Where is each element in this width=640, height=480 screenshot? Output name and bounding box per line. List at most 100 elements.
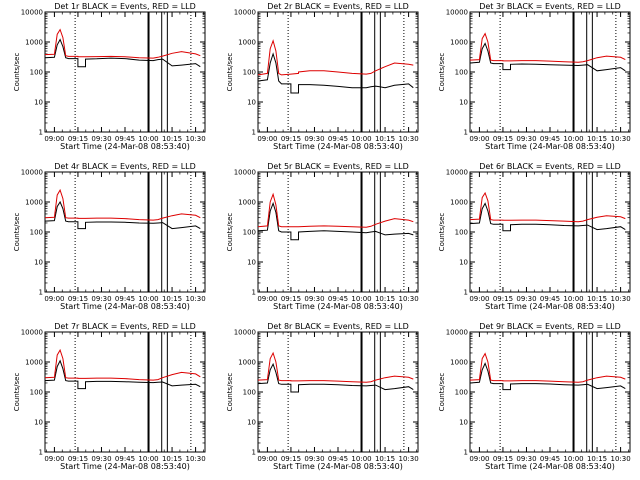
- y-tick-label: 1000: [450, 39, 468, 47]
- chart-title: Det 3r BLACK = Events, RED = LLD: [479, 2, 621, 11]
- y-tick-label: 10000: [446, 9, 468, 17]
- chart-title: Det 9r BLACK = Events, RED = LLD: [479, 322, 621, 331]
- events-series-line: [470, 362, 626, 391]
- chart-panel: Det 6r BLACK = Events, RED = LLD 1 10 100 10…: [438, 162, 631, 311]
- plot-frame: [44, 331, 206, 453]
- y-tick-label: 100: [455, 69, 468, 77]
- y-tick-label: 1: [39, 289, 43, 297]
- y-axis-label: Counts/sec: [438, 213, 446, 252]
- x-tick-label: 09:30: [516, 455, 536, 463]
- chart-title: Det 7r BLACK = Events, RED = LLD: [54, 322, 196, 331]
- y-axis-label: Counts/sec: [438, 53, 446, 92]
- x-tick-label: 09:45: [540, 295, 560, 303]
- chart-title: Det 6r BLACK = Events, RED = LLD: [479, 162, 621, 171]
- y-tick-label: 1: [252, 289, 256, 297]
- events-series-line: [45, 200, 201, 230]
- x-tick-label: 10:00: [138, 455, 158, 463]
- y-axis-label: Counts/sec: [13, 53, 21, 92]
- chart-title: Det 4r BLACK = Events, RED = LLD: [54, 162, 196, 171]
- lld-series-line: [258, 351, 414, 383]
- y-tick-label: 10: [34, 419, 43, 427]
- y-tick-label: 1: [252, 449, 256, 457]
- x-tick-label: 10:30: [185, 295, 205, 303]
- x-tick-label: 10:15: [162, 135, 182, 143]
- x-tick-label: 10:30: [398, 135, 418, 143]
- x-tick-label: 10:00: [351, 455, 371, 463]
- y-tick-label: 100: [243, 229, 256, 237]
- x-tick-label: 09:15: [68, 295, 88, 303]
- x-axis-label: Start Time (24-Mar-08 08:53:40): [60, 302, 190, 311]
- plot-frame: [44, 171, 206, 293]
- x-tick-label: 09:45: [115, 455, 135, 463]
- x-tick-label: 10:15: [587, 135, 607, 143]
- x-tick-label: 10:30: [185, 135, 205, 143]
- y-tick-label: 10000: [21, 329, 43, 337]
- x-tick-label: 10:30: [398, 455, 418, 463]
- y-tick-label: 1: [252, 129, 256, 137]
- lld-series-line: [470, 352, 626, 383]
- x-tick-label: 10:00: [138, 135, 158, 143]
- x-tick-label: 09:00: [469, 455, 489, 463]
- y-axis-label: Counts/sec: [13, 213, 21, 252]
- x-tick-label: 09:15: [493, 295, 513, 303]
- chart-panel: Det 9r BLACK = Events, RED = LLD 1 10 100 10…: [438, 322, 631, 471]
- x-tick-label: 09:30: [516, 135, 536, 143]
- lld-series-line: [45, 188, 201, 221]
- x-tick-label: 09:15: [68, 135, 88, 143]
- x-tick-label: 09:30: [91, 135, 111, 143]
- x-tick-label: 09:45: [328, 295, 348, 303]
- x-tick-label: 10:00: [138, 295, 158, 303]
- x-tick-label: 10:15: [587, 455, 607, 463]
- chart-panel: Det 7r BLACK = Events, RED = LLD 1 10 100 10…: [13, 322, 206, 471]
- x-tick-label: 10:15: [375, 135, 395, 143]
- x-tick-label: 10:15: [375, 295, 395, 303]
- chart-title: Det 2r BLACK = Events, RED = LLD: [267, 2, 409, 11]
- x-tick-label: 10:30: [398, 295, 418, 303]
- y-tick-label: 1: [464, 289, 468, 297]
- events-series-line: [258, 362, 414, 393]
- y-tick-label: 1000: [25, 199, 43, 207]
- x-tick-label: 09:45: [115, 135, 135, 143]
- y-tick-label: 10: [459, 99, 468, 107]
- y-tick-label: 10000: [446, 329, 468, 337]
- chart-title: Det 1r BLACK = Events, RED = LLD: [54, 2, 196, 11]
- x-tick-label: 09:15: [281, 135, 301, 143]
- x-axis-label: Start Time (24-Mar-08 08:53:40): [273, 462, 403, 471]
- lld-series-line: [45, 28, 201, 59]
- x-tick-label: 10:00: [563, 135, 583, 143]
- x-tick-label: 09:00: [469, 295, 489, 303]
- y-axis-label: Counts/sec: [226, 53, 234, 92]
- y-tick-label: 1000: [25, 39, 43, 47]
- x-tick-label: 09:15: [493, 455, 513, 463]
- y-axis-label: Counts/sec: [13, 373, 21, 412]
- y-tick-label: 1000: [450, 359, 468, 367]
- x-tick-label: 09:00: [44, 295, 64, 303]
- x-axis-label: Start Time (24-Mar-08 08:53:40): [485, 462, 615, 471]
- x-tick-label: 09:45: [115, 295, 135, 303]
- lld-series-line: [470, 32, 626, 63]
- y-tick-label: 10000: [234, 329, 256, 337]
- y-tick-label: 100: [30, 389, 43, 397]
- plot-frame: [469, 331, 631, 453]
- x-tick-label: 10:15: [162, 295, 182, 303]
- x-tick-label: 09:30: [516, 295, 536, 303]
- plot-frame: [257, 331, 419, 453]
- x-axis-label: Start Time (24-Mar-08 08:53:40): [273, 302, 403, 311]
- y-tick-label: 10: [247, 259, 256, 267]
- x-tick-label: 09:00: [257, 135, 277, 143]
- x-axis-label: Start Time (24-Mar-08 08:53:40): [485, 302, 615, 311]
- y-tick-label: 1000: [25, 359, 43, 367]
- y-tick-label: 1000: [238, 359, 256, 367]
- y-tick-label: 100: [455, 229, 468, 237]
- events-series-line: [470, 202, 626, 232]
- y-axis-label: Counts/sec: [226, 373, 234, 412]
- y-tick-label: 10000: [446, 169, 468, 177]
- y-tick-label: 10000: [21, 9, 43, 17]
- y-tick-label: 10: [34, 259, 43, 267]
- y-tick-label: 1: [464, 449, 468, 457]
- x-tick-label: 10:00: [563, 295, 583, 303]
- chart-panel: Det 8r BLACK = Events, RED = LLD 1 10 100 10…: [226, 322, 419, 471]
- plot-frame: [469, 11, 631, 133]
- x-tick-label: 10:15: [587, 295, 607, 303]
